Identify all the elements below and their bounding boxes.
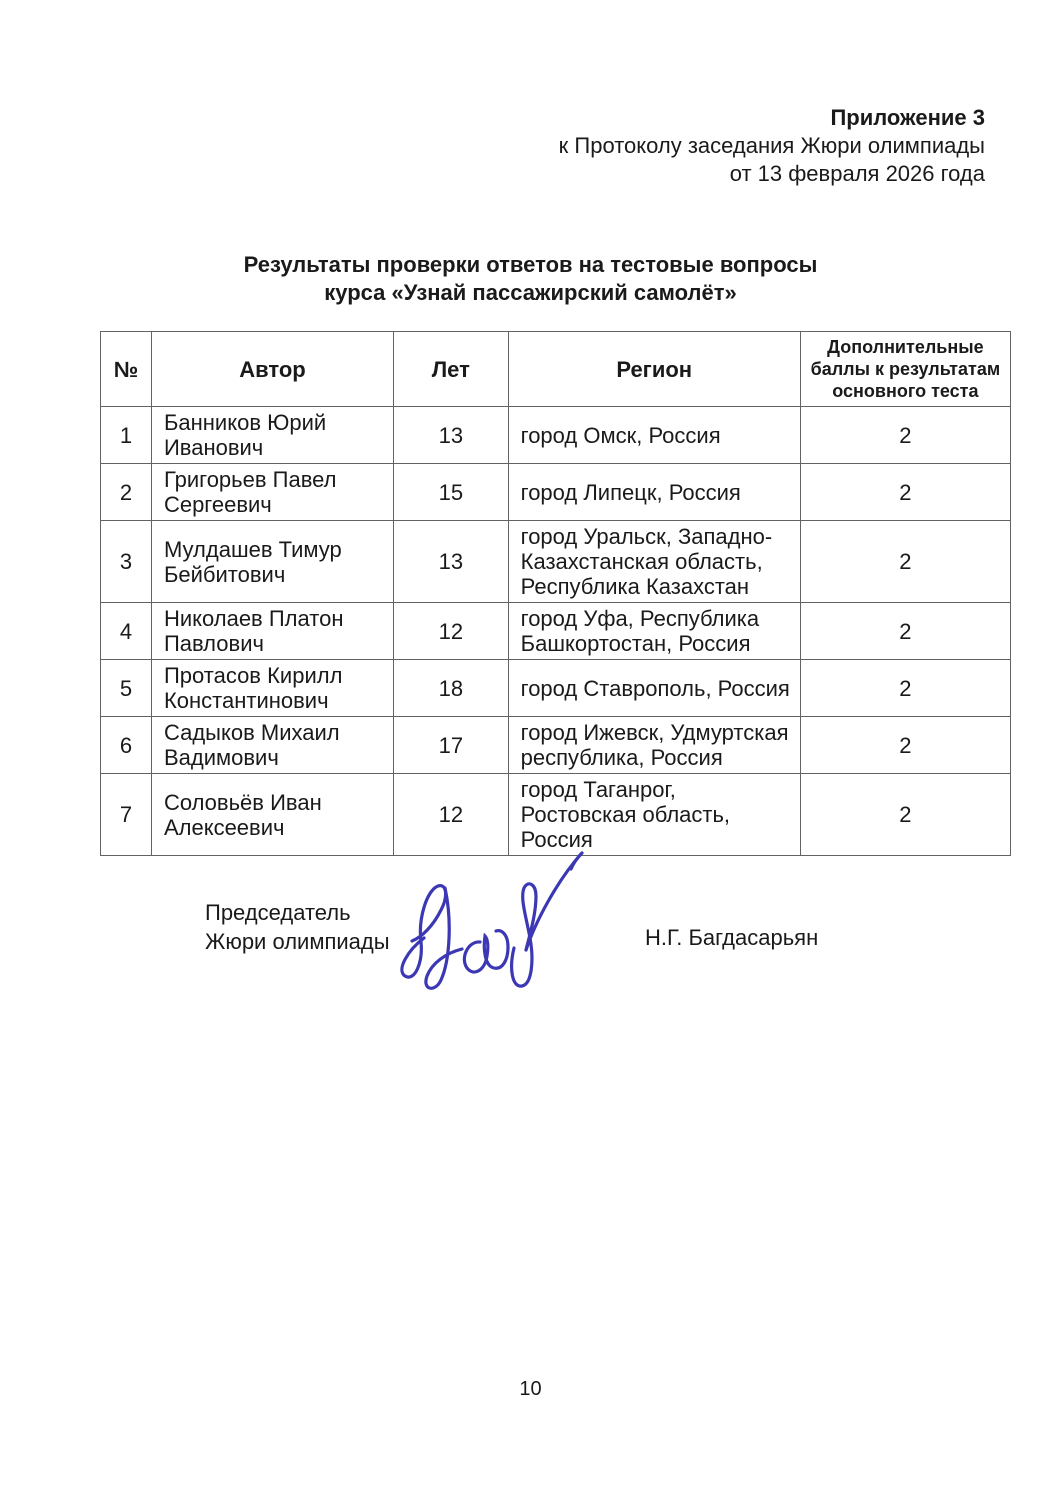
cell-points: 2 — [799, 716, 1012, 774]
cell-points: 2 — [799, 463, 1012, 521]
results-table: № Автор Лет Регион Дополнительные баллы … — [100, 331, 1012, 856]
cell-region: город Уральск, Западно-Казахстанская обл… — [507, 520, 801, 603]
signature-role-line-1: Председатель — [205, 900, 351, 925]
cell-author: Садыков Михаил Вадимович — [150, 716, 395, 774]
cell-author: Николаев Платон Павлович — [150, 602, 395, 660]
cell-author: Протасов Кирилл Константинович — [150, 659, 395, 717]
cell-num: 2 — [100, 463, 152, 521]
cell-region: город Липецк, Россия — [507, 463, 801, 521]
cell-num: 6 — [100, 716, 152, 774]
table-row: 7 Соловьёв Иван Алексеевич 12 город Тага… — [100, 773, 1012, 856]
protocol-reference: к Протоколу заседания Жюри олимпиады — [558, 133, 985, 158]
cell-points: 2 — [799, 520, 1012, 603]
document-title: Результаты проверки ответов на тестовые … — [0, 251, 1061, 307]
header-points: Дополнительные баллы к результатам основ… — [799, 331, 1012, 407]
signature-image — [400, 851, 584, 990]
cell-age: 15 — [393, 463, 509, 521]
signature-role-line-2: Жюри олимпиады — [205, 929, 390, 954]
cell-region: город Ижевск, Удмуртская республика, Рос… — [507, 716, 801, 774]
signature-role: Председатель Жюри олимпиады — [205, 898, 390, 956]
protocol-date: от 13 февраля 2026 года — [729, 161, 985, 186]
table-row: 1 Банников Юрий Иванович 13 город Омск, … — [100, 406, 1012, 464]
title-line-2: курса «Узнай пассажирский самолёт» — [324, 280, 737, 305]
table-row: 6 Садыков Михаил Вадимович 17 город Ижев… — [100, 716, 1012, 774]
cell-age: 18 — [393, 659, 509, 717]
table-row: 3 Мулдашев Тимур Бейбитович 13 город Ура… — [100, 520, 1012, 603]
cell-age: 12 — [393, 602, 509, 660]
table-row: 2 Григорьев Павел Сергеевич 15 город Лип… — [100, 463, 1012, 521]
cell-age: 12 — [393, 773, 509, 856]
document-header: Приложение 3 к Протоколу заседания Жюри … — [559, 104, 985, 188]
table-row: 4 Николаев Платон Павлович 12 город Уфа,… — [100, 602, 1012, 660]
title-line-1: Результаты проверки ответов на тестовые … — [243, 252, 818, 277]
header-author: Автор — [150, 331, 395, 407]
cell-num: 3 — [100, 520, 152, 603]
header-num: № — [100, 331, 152, 407]
cell-num: 7 — [100, 773, 152, 856]
cell-region: город Уфа, Республика Башкортостан, Росс… — [507, 602, 801, 660]
cell-author: Соловьёв Иван Алексеевич — [150, 773, 395, 856]
cell-age: 13 — [393, 520, 509, 603]
cell-age: 17 — [393, 716, 509, 774]
cell-points: 2 — [799, 659, 1012, 717]
signature-name: Н.Г. Багдасарьян — [645, 925, 819, 950]
table-header-row: № Автор Лет Регион Дополнительные баллы … — [100, 331, 1012, 407]
cell-region: город Ставрополь, Россия — [507, 659, 801, 717]
cell-author: Григорьев Павел Сергеевич — [150, 463, 395, 521]
header-age: Лет — [393, 331, 509, 407]
cell-points: 2 — [799, 406, 1012, 464]
cell-points: 2 — [799, 602, 1012, 660]
cell-region: город Таганрог, Ростовская область, Росс… — [507, 773, 801, 856]
cell-author: Банников Юрий Иванович — [150, 406, 395, 464]
page-number: 10 — [519, 1378, 542, 1400]
cell-num: 1 — [100, 406, 152, 464]
appendix-label: Приложение 3 — [830, 105, 985, 130]
cell-num: 4 — [100, 602, 152, 660]
cell-region: город Омск, Россия — [507, 406, 801, 464]
cell-age: 13 — [393, 406, 509, 464]
table-row: 5 Протасов Кирилл Константинович 18 горо… — [100, 659, 1012, 717]
header-region: Регион — [507, 331, 801, 407]
cell-points: 2 — [799, 773, 1012, 856]
cell-author: Мулдашев Тимур Бейбитович — [150, 520, 395, 603]
cell-num: 5 — [100, 659, 152, 717]
